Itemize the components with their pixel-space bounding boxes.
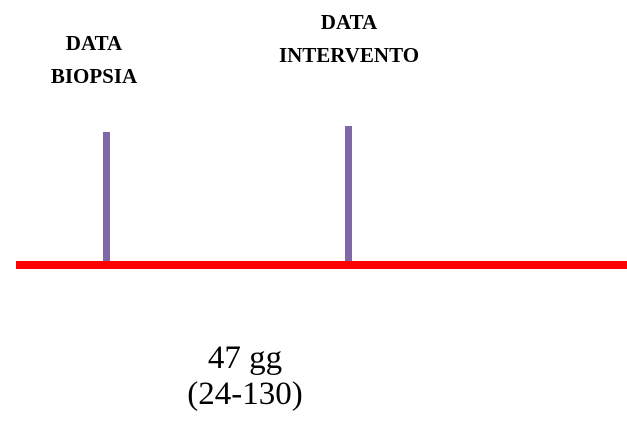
intervention-marker xyxy=(345,126,352,264)
biopsy-label-line-2: BIOPSIA xyxy=(50,64,138,88)
timeline-axis xyxy=(16,261,627,269)
biopsy-date-label: DATA BIOPSIA xyxy=(24,27,164,93)
intervention-label-line-2: INTERVENTO xyxy=(278,43,420,67)
interval-range: (24-130) xyxy=(187,376,303,412)
biopsy-label-line-1: DATA xyxy=(65,31,123,55)
intervention-label-line-1: DATA xyxy=(320,10,378,34)
intervention-date-label: DATA INTERVENTO xyxy=(238,6,460,72)
median-interval-value: 47 gg xyxy=(207,340,283,376)
biopsy-marker xyxy=(103,132,110,268)
